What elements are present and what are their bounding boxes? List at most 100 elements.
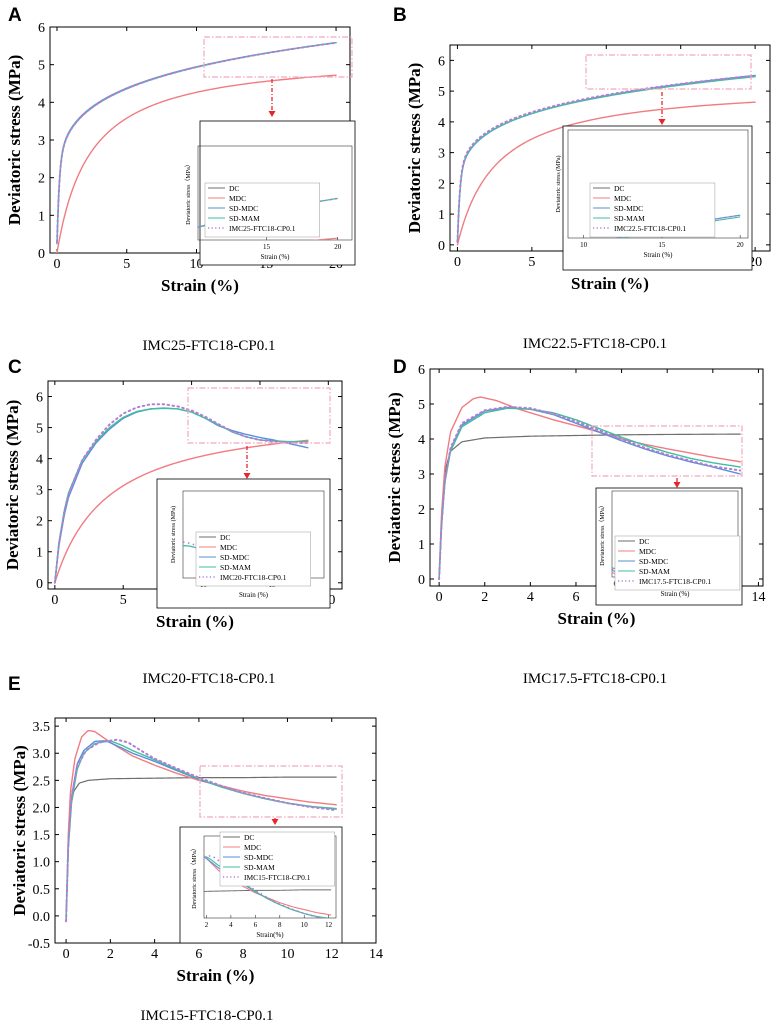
y-tick-label: 6 (418, 363, 425, 378)
y-tick-label: 1.5 (33, 829, 51, 844)
series-line-imc17-5-ftc18-cp0-1 (438, 405, 742, 580)
x-tick-label: 6 (195, 947, 202, 962)
series-line-mdc (65, 729, 337, 923)
y-tick-label: 4 (418, 433, 425, 448)
inset-x-tick-label: 2 (205, 921, 209, 929)
series-line-sd-mam (456, 75, 756, 243)
legend-label-imc20-ftc18-cp0-1: IMC20-FTC18-CP0.1 (220, 573, 287, 582)
y-tick-label: 1 (38, 209, 45, 224)
x-tick-label: 4 (527, 590, 534, 605)
legend-label-sd-mam: SD-MAM (614, 214, 645, 223)
series-line-dc (438, 433, 741, 580)
caption-A: IMC25-FTC18-CP0.1 (143, 338, 276, 354)
legend-label-sd-mdc: SD-MDC (639, 557, 668, 566)
legend-label-sd-mam: SD-MAM (244, 863, 275, 872)
y-tick-label: 0 (438, 239, 445, 254)
y-tick-label: 3 (36, 484, 43, 499)
inset-B: 10 15 20 Strain (%) Deviatoric stress (MPa) D… (555, 125, 753, 271)
y-tick-label: 5 (418, 398, 425, 413)
x-axis-label: Strain (%) (177, 966, 255, 985)
x-axis-label: Strain (%) (161, 276, 239, 295)
y-tick-label: 3 (38, 134, 45, 149)
caption-E: IMC15-FTC18-CP0.1 (141, 1008, 274, 1024)
zoom-highlight-box (203, 36, 353, 78)
inset-x-tick-label: 6 (254, 921, 258, 929)
inset-plot-frame (567, 129, 749, 239)
caption-C: IMC20-FTC18-CP0.1 (143, 671, 276, 687)
y-tick-label: 0 (38, 247, 45, 262)
inset-legend-box (195, 531, 311, 587)
inset-y-axis-label: Deviatoric stress（MPa） (599, 502, 606, 566)
panel-letter: E (8, 674, 21, 695)
y-tick-label: 6 (38, 21, 45, 36)
panel-letter: D (393, 357, 407, 378)
series-line-sd-mam (54, 407, 309, 584)
inset-C: 1015Strain (%)Deviatoric stress (MPa)DCM… (156, 478, 331, 609)
y-tick-label: 2 (38, 172, 45, 187)
y-tick-label: 1 (438, 208, 445, 223)
y-tick-label: 2.0 (33, 801, 51, 816)
inset-x-axis-label: Strain (%) (661, 590, 691, 598)
legend-label-dc: DC (244, 833, 254, 842)
legend-label-sd-mam: SD-MAM (229, 214, 260, 223)
x-tick-label: 5 (120, 593, 127, 608)
inset-x-tick-label: 12 (325, 921, 333, 929)
inset-y-axis-label: Deviatoric stress (MPa) (170, 506, 177, 563)
x-tick-label: 8 (240, 947, 247, 962)
inset-x-tick-label: 15 (658, 241, 666, 249)
y-axis-label: Deviatoric stress (MPa) (3, 400, 22, 571)
y-tick-label: 4 (36, 453, 43, 468)
y-tick-label: 1.0 (33, 856, 51, 871)
legend-label-sd-mdc: SD-MDC (220, 553, 249, 562)
y-tick-label: 6 (438, 54, 445, 69)
legend-label-mdc: MDC (220, 543, 237, 552)
y-tick-label: 2 (438, 177, 445, 192)
y-tick-label: 5 (438, 85, 445, 100)
x-axis-label: Strain (%) (558, 609, 636, 628)
x-tick-label: 0 (63, 947, 70, 962)
caption-D: IMC17.5-FTC18-CP0.1 (523, 671, 667, 687)
series-line-mdc (438, 396, 741, 580)
inset-x-tick-label: 20 (334, 243, 342, 251)
panel-B: B 0 5 10 15 20 0 1 2 3 4 5 6 Strain (%) Deviatoric str… (393, 5, 771, 293)
y-axis-label: Deviatoric stress (MPa) (405, 63, 424, 234)
y-tick-label: 4 (38, 96, 45, 111)
inset-y-axis-label: Deviatoric stress (MPa) (555, 156, 562, 213)
x-tick-label: 0 (53, 257, 60, 272)
y-tick-label: 1 (36, 546, 43, 561)
inset-plot-frame (197, 145, 353, 241)
x-axis-label: Strain (%) (571, 274, 649, 293)
x-tick-label: 10 (280, 947, 294, 962)
y-tick-label: 5 (36, 422, 43, 437)
inset-y-axis-label: Deviatoric stress（MPa） (191, 845, 198, 909)
inset-x-axis-label: Strain(%) (256, 931, 284, 939)
panel-C: C051015200123456Strain (%)Deviatoric str… (3, 357, 343, 631)
inset-x-axis-label: Strain (%) (239, 591, 269, 599)
legend-label-sd-mam: SD-MAM (220, 563, 251, 572)
zoom-arrow-head (268, 111, 276, 117)
legend-label-imc17-5-ftc18-cp0-1: IMC17.5-FTC18-CP0.1 (639, 577, 711, 586)
zoom-arrow-head (658, 119, 666, 125)
legend-label-dc: DC (614, 184, 624, 193)
zoom-arrow-head (271, 819, 279, 825)
inset-x-axis-label: Strain (%) (644, 251, 674, 259)
series-line-imc20-ftc18-cp0-1 (53, 403, 309, 584)
y-tick-label: 0 (36, 577, 43, 592)
zoom-highlight-box (187, 387, 331, 444)
inset-series-line-dc (204, 889, 332, 893)
inset-x-tick-label: 10 (301, 921, 309, 929)
inset-y-axis-label: Deviatoric stress（MPa） (185, 161, 192, 225)
y-tick-label: 2.5 (33, 774, 51, 789)
zoom-arrow-head (243, 473, 251, 479)
inset-x-tick-label: 8 (278, 921, 282, 929)
inset-A: 15 20 Strain (%) Deviatoric stress（MPa） DCMD… (185, 120, 356, 266)
legend-label-sd-mdc: SD-MDC (244, 853, 273, 862)
x-tick-label: 2 (481, 590, 488, 605)
caption-B: IMC22.5-FTC18-CP0.1 (523, 336, 667, 352)
inset-E: 2 4 6 8 10 12 Strain(%) Deviatoric stress（MPa） D… (179, 826, 343, 944)
inset-legend-box (204, 182, 320, 238)
inset-x-tick-label: 15 (263, 243, 271, 251)
legend-label-mdc: MDC (614, 194, 631, 203)
panel-D: D024681012140123456Strain (%)Deviatoric … (385, 357, 765, 628)
